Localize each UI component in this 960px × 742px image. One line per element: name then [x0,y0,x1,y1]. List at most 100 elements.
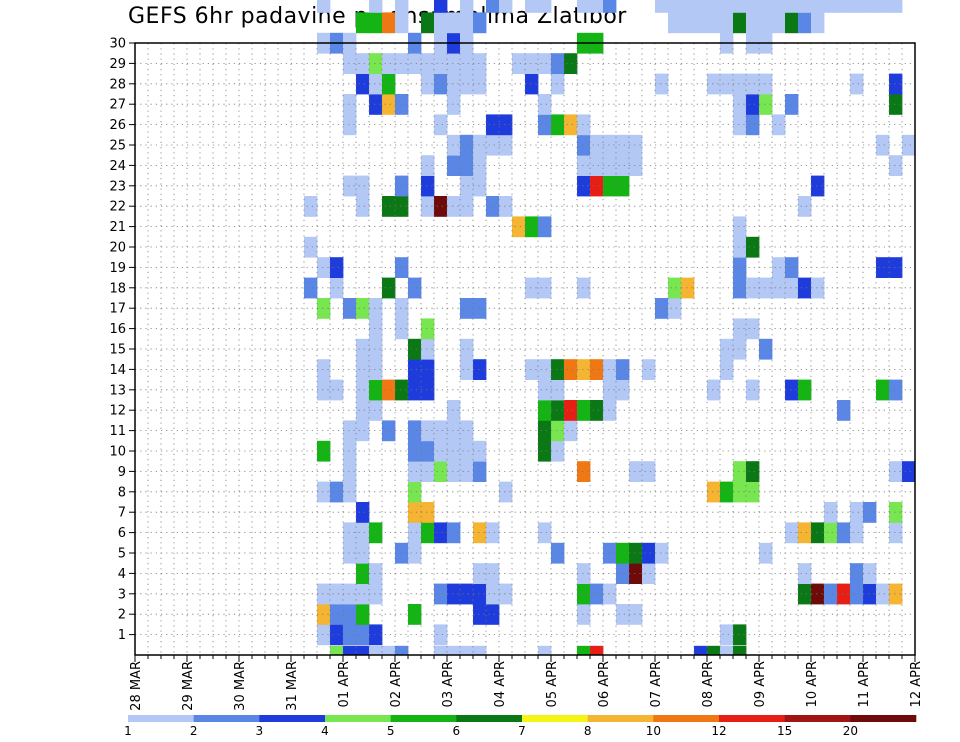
x-tick-label: 30 MAR [233,661,248,711]
heatmap-cell [733,0,747,13]
heatmap-cell [343,481,357,503]
heatmap-cell [499,114,513,136]
y-tick-label: 2 [118,608,126,623]
heatmap-cell [382,73,396,95]
heatmap-cell [356,196,370,217]
x-tick-label: 29 MAR [181,661,196,711]
colorbar-swatch [456,715,523,722]
heatmap-cell [824,522,838,544]
heatmap-cell [642,461,656,482]
heatmap-cell [304,196,318,217]
heatmap-cell [486,563,500,584]
heatmap-cell [733,94,747,115]
heatmap-cell [681,12,695,34]
heatmap-cell [889,73,903,95]
heatmap-cell [525,0,539,13]
heatmap-cell [525,359,539,380]
heatmap-cell [395,196,409,217]
heatmap-cell [538,379,552,401]
y-tick-label: 24 [109,159,126,174]
heatmap-cell [746,379,760,401]
heatmap-cell [343,604,357,625]
heatmap-cell [447,461,461,482]
y-tick-label: 9 [118,465,126,480]
heatmap-cell [564,400,578,421]
heatmap-cell [538,400,552,421]
heatmap-cell [551,359,565,380]
colorbar-label: 12 [711,724,726,738]
heatmap-cell [473,522,487,544]
heatmap-cell [772,277,786,299]
heatmap-cell [616,359,630,380]
heatmap-cell [577,0,591,13]
heatmap-cell [486,196,500,217]
heatmap-cell [330,604,344,625]
colorbar-label: 15 [777,724,792,738]
heatmap-cell [447,420,461,442]
heatmap-cell [330,481,344,503]
heatmap-cell [538,216,552,238]
heatmap-cell [473,440,487,462]
x-tick-label: 09 APR [753,661,768,707]
heatmap-cell [343,114,357,136]
heatmap-cell [434,522,448,544]
heatmap-cell [538,94,552,115]
heatmap-cell [577,175,591,197]
heatmap-cell [395,0,409,13]
heatmap-cell [538,53,552,74]
heatmap-cell [525,277,539,299]
heatmap-cell [486,114,500,136]
y-tick-label: 11 [109,424,126,439]
heatmap-cell [798,583,812,605]
heatmap-cell [616,134,630,156]
heatmap-cell [369,298,383,319]
heatmap-cell [629,461,643,482]
x-tick-label: 11 APR [857,661,872,707]
heatmap-cell [863,502,877,523]
heatmap-cell [447,73,461,95]
heatmap-cell [473,175,487,197]
heatmap-cell [590,155,604,176]
heatmap-cell [395,12,409,34]
heatmap-cell [655,73,669,95]
colorbar-swatch [653,715,720,722]
y-tick-label: 3 [118,587,126,602]
heatmap-cell [330,645,344,656]
heatmap-cell [538,440,552,462]
heatmap-cell [317,257,331,278]
heatmap-cell [564,359,578,380]
heatmap-cell [369,522,383,544]
heatmap-cell [330,257,344,278]
heatmap-cell [746,73,760,95]
x-axis: 28 MAR 29 MAR 30 MAR 31 MAR 01 APR 02 APR 03 A… [129,655,924,711]
colorbar-label: 7 [518,724,526,738]
heatmap-cell [746,277,760,299]
heatmap-cell [616,604,630,625]
colorbar-swatch [193,715,260,722]
x-tick-label: 05 APR [545,661,560,707]
heatmap-cell [460,420,474,442]
x-tick-label: 06 APR [597,661,612,707]
heatmap-cell [603,0,617,13]
heatmap-cell [434,420,448,442]
heatmap-cell [499,196,513,217]
heatmap-cell [798,379,812,401]
heatmap-cell [447,12,461,34]
heatmap-cell [668,0,682,13]
heatmap-cell [317,604,331,625]
heatmap-cell [369,583,383,605]
heatmap-cell [616,542,630,564]
heatmap-cell [447,94,461,115]
colorbar-swatch [587,715,654,722]
heatmap-cell [434,0,448,13]
heatmap-cell [746,12,760,34]
heatmap-cell [421,175,435,197]
heatmap-cell [473,53,487,74]
heatmap-cell [785,94,799,115]
y-tick-label: 18 [109,281,126,296]
heatmap-cell [798,196,812,217]
heatmap-cell [616,379,630,401]
heatmap-cell [343,583,357,605]
heatmap-cell [356,175,370,197]
heatmap-cell [473,359,487,380]
